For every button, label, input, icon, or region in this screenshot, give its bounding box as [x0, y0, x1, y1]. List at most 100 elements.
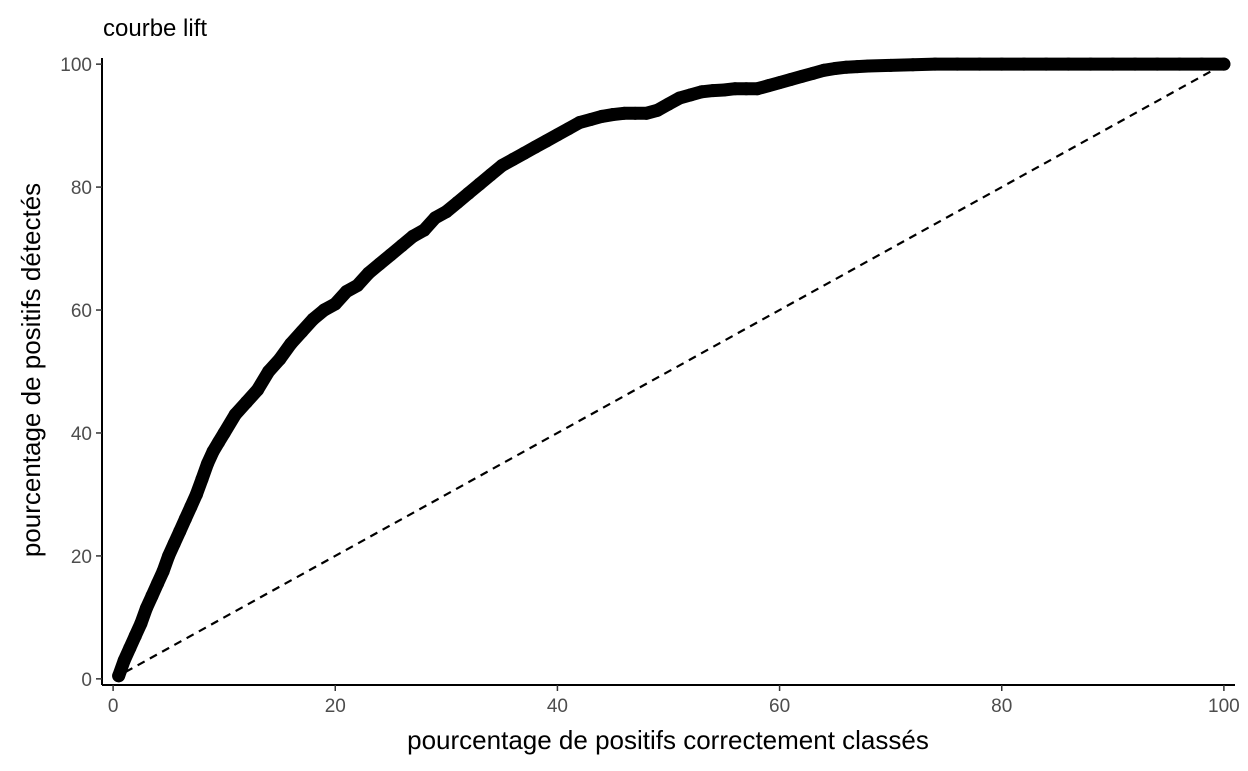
lift-point: [1195, 57, 1209, 71]
lift-point: [562, 122, 576, 136]
x-tick-label: 60: [769, 696, 790, 717]
lift-point: [828, 61, 842, 75]
lift-point: [395, 238, 409, 252]
lift-point: [995, 57, 1009, 71]
plot-area: [112, 57, 1231, 683]
lift-point: [584, 112, 598, 126]
lift-point: [173, 524, 187, 538]
lift-point: [784, 73, 798, 87]
lift-point: [673, 91, 687, 105]
lift-point: [484, 168, 498, 182]
y-tick-label: 20: [71, 547, 92, 568]
lift-point: [362, 266, 376, 280]
lift-point: [528, 140, 542, 154]
lift-point: [806, 66, 820, 80]
lift-point: [473, 177, 487, 191]
lift-point: [906, 58, 920, 72]
lift-point: [462, 186, 476, 200]
lift-point: [284, 337, 298, 351]
lift-point: [228, 408, 242, 422]
lift-point: [195, 472, 209, 486]
lift-point: [539, 134, 553, 148]
lift-point: [1150, 57, 1164, 71]
lift-point: [145, 589, 159, 603]
lift-point: [1017, 57, 1031, 71]
lift-point: [406, 229, 420, 243]
x-tick-label: 100: [1208, 696, 1240, 717]
lift-point: [1061, 57, 1075, 71]
lift-point: [950, 57, 964, 71]
x-tick-label: 20: [325, 696, 346, 717]
lift-point: [662, 97, 675, 111]
lift-point: [773, 76, 787, 90]
lift-point: [573, 116, 587, 130]
x-tick-label: 40: [547, 696, 568, 717]
lift-point: [373, 257, 387, 271]
lift-point: [439, 205, 453, 219]
lift-point: [839, 60, 853, 74]
y-tick-label: 80: [71, 178, 92, 199]
lift-point: [850, 60, 864, 74]
y-axis-ticks: 0 20 40 60 80 100: [60, 55, 102, 691]
x-axis-ticks: 0 20 40 60 80 100: [108, 685, 1240, 717]
x-axis-title: pourcentage de positifs correctement cla…: [407, 725, 929, 755]
lift-point: [1084, 57, 1098, 71]
lift-point: [550, 128, 564, 142]
lift-point: [739, 82, 753, 96]
lift-point: [517, 146, 531, 160]
lift-point: [628, 106, 642, 120]
lift-point: [128, 629, 142, 643]
lift-point: [428, 211, 442, 225]
lift-point: [639, 106, 653, 120]
lift-point: [262, 365, 276, 378]
lift-point: [178, 512, 192, 526]
lift-point: [167, 537, 181, 551]
lift-point: [317, 303, 331, 317]
lift-point: [239, 395, 253, 409]
lift-point: [217, 426, 231, 440]
lift-point: [1106, 57, 1120, 71]
lift-point: [695, 85, 709, 99]
x-tick-label: 80: [991, 696, 1012, 717]
lift-point: [306, 312, 320, 326]
y-tick-label: 40: [71, 424, 92, 445]
lift-point: [750, 82, 764, 96]
lift-point: [684, 88, 698, 102]
lift-point: [134, 617, 148, 631]
lift-point: [617, 106, 631, 120]
lift-point: [650, 103, 664, 117]
lift-point: [151, 577, 165, 591]
y-axis-title: pourcentage de positifs détectés: [16, 183, 46, 557]
lift-point: [495, 159, 509, 173]
lift-point: [761, 79, 775, 93]
lift-point: [928, 57, 942, 71]
lift-point: [606, 108, 620, 122]
lift-point: [1039, 57, 1053, 71]
lift-point: [595, 109, 609, 123]
lift-point: [717, 83, 731, 97]
x-tick-label: 0: [108, 696, 119, 717]
lift-point: [339, 285, 353, 299]
lift-point: [1128, 57, 1142, 71]
lift-point: [112, 669, 126, 683]
lift-point: [1172, 57, 1186, 71]
lift-point: [506, 152, 520, 166]
lift-point: [139, 601, 153, 615]
lift-point: [156, 564, 170, 578]
lift-point: [450, 195, 464, 209]
chart-title: courbe lift: [103, 15, 207, 42]
lift-point: [861, 59, 875, 73]
lift-point: [417, 223, 431, 237]
lift-point: [201, 457, 215, 471]
lift-point: [273, 352, 287, 366]
lift-point: [884, 58, 898, 72]
lift-point: [706, 84, 720, 98]
lift-point: [295, 325, 309, 339]
lift-point: [328, 297, 342, 311]
lift-point: [728, 82, 742, 96]
lift-point: [384, 248, 398, 262]
lift-point: [350, 278, 364, 292]
lift-point: [795, 69, 809, 83]
lift-point: [817, 63, 831, 77]
